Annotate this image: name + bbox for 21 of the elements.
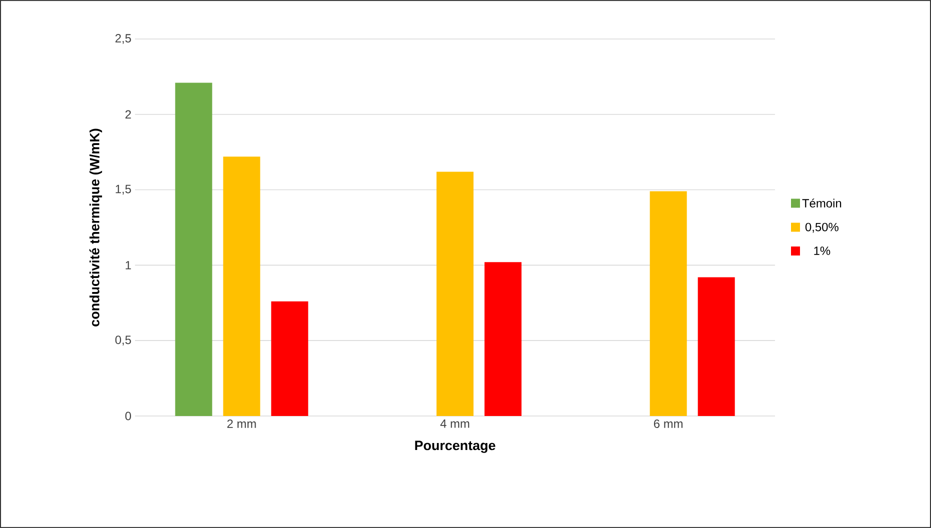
y-tick-label: 2 (125, 110, 131, 119)
x-tick-label: 2 mm (227, 420, 256, 428)
bar (484, 262, 522, 416)
bar (698, 277, 735, 416)
y-axis-title: conductivité thermique (W/mK) (89, 128, 102, 326)
bar (223, 156, 260, 416)
y-tick-label: 1,5 (116, 184, 131, 195)
x-tick-label: 4 mm (440, 420, 470, 428)
x-tick-label: 6 mm (654, 420, 682, 428)
y-tick-label: 0,5 (115, 336, 131, 346)
x-axis-title: Pourcentage (415, 440, 496, 453)
bar (436, 172, 474, 416)
bar (650, 191, 687, 416)
legend-label: Témoin (802, 198, 842, 208)
bar (175, 82, 212, 416)
y-tick-label: 0 (125, 412, 132, 420)
legend-label: 0,50% (805, 222, 838, 233)
legend-label: 1% (814, 246, 830, 255)
y-tick-label: 1 (126, 261, 131, 270)
y-tick-label: 2,5 (115, 34, 131, 44)
bar (271, 301, 308, 416)
